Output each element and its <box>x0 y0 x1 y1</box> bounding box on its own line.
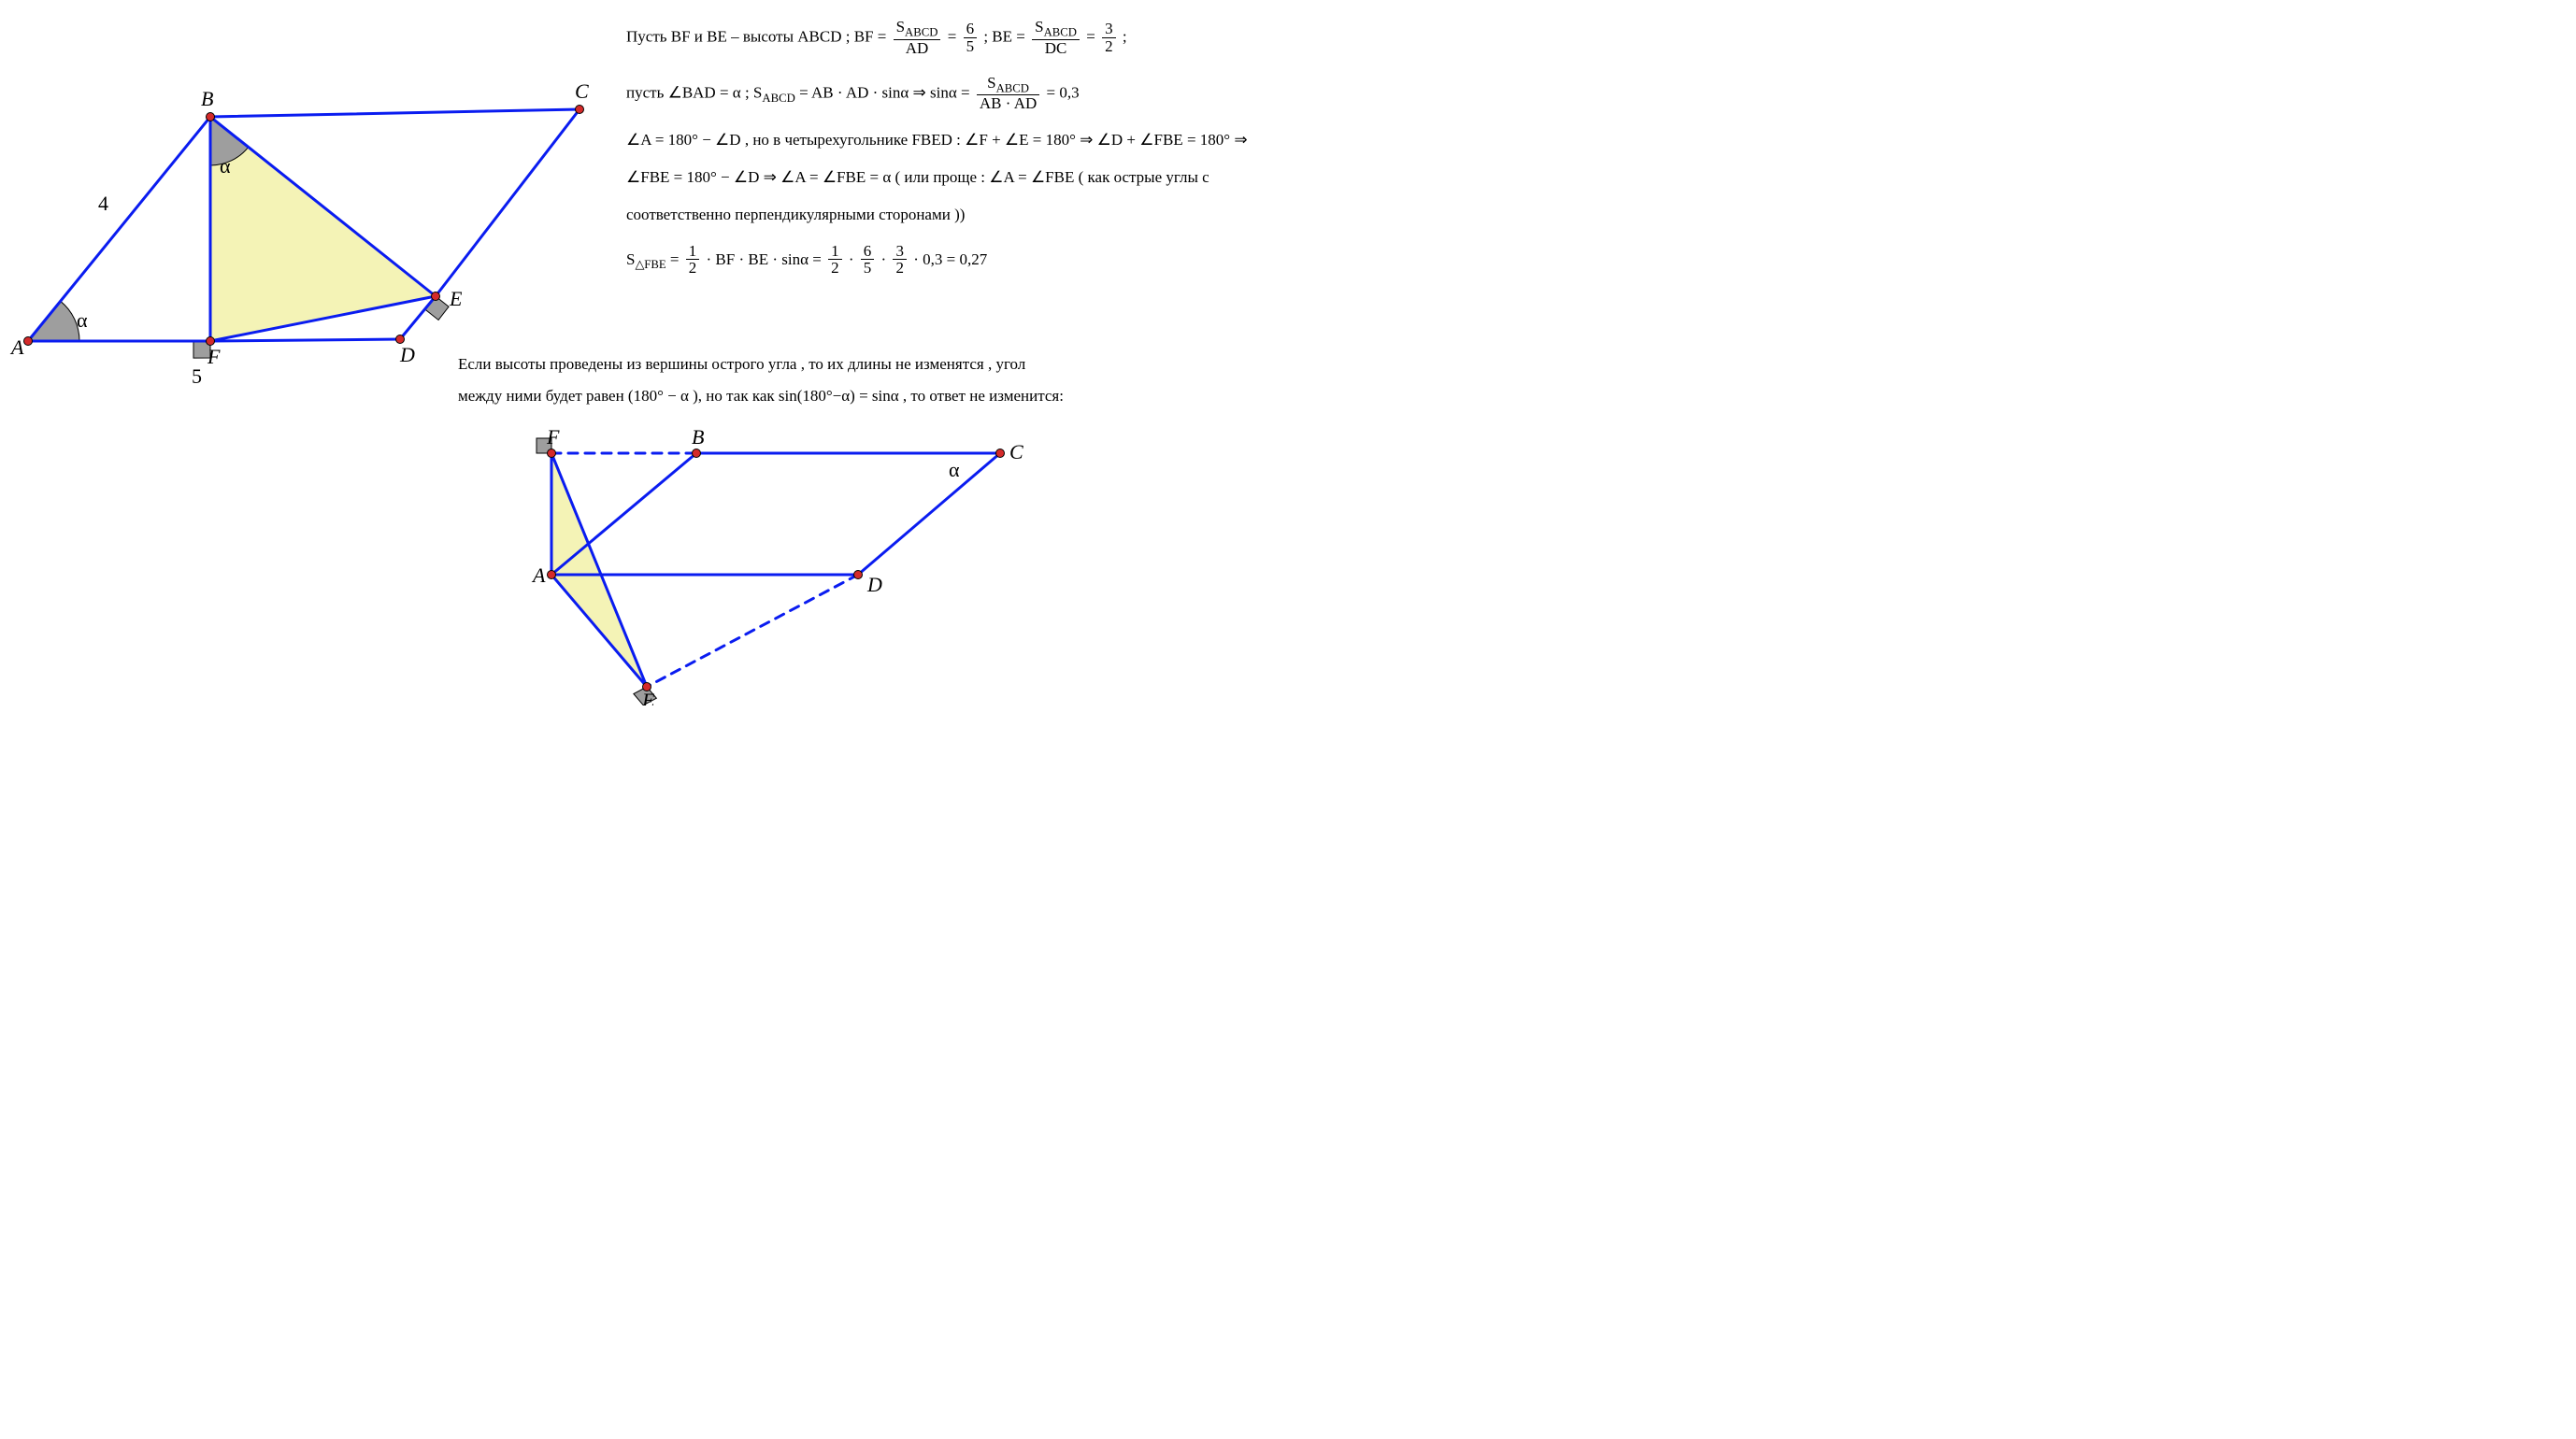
t: 3 <box>1102 21 1116 37</box>
t: пусть ∠BAD = α ; S <box>626 83 762 101</box>
svg-text:E: E <box>449 287 463 310</box>
svg-text:A: A <box>531 563 546 587</box>
t: ; <box>1123 28 1127 46</box>
svg-text:B: B <box>201 87 213 110</box>
t: 2 <box>1102 37 1116 56</box>
t: ABCD <box>996 81 1029 94</box>
svg-text:α: α <box>949 458 960 481</box>
math-line-1: Пусть BF и BE – высоты ABCD ; BF = SABCD… <box>626 19 1279 58</box>
t: ; BE = <box>983 28 1025 46</box>
t: S <box>896 18 905 36</box>
math-text-block-1: Пусть BF и BE – высоты ABCD ; BF = SABCD… <box>626 19 1279 294</box>
frac-3-2: 3 2 <box>1102 21 1116 56</box>
svg-text:4: 4 <box>98 192 108 215</box>
t: · 0,3 = 0,27 <box>913 249 987 267</box>
svg-text:5: 5 <box>192 364 202 388</box>
svg-text:α: α <box>220 154 231 178</box>
t: 5 <box>861 259 875 278</box>
frac-3-2-b: 3 2 <box>893 243 907 278</box>
t: 2 <box>686 259 700 278</box>
svg-text:D: D <box>399 343 415 366</box>
t: Пусть BF и BE – высоты ABCD ; BF = <box>626 28 886 46</box>
p2-line-1: Если высоты проведены из вершины острого… <box>458 355 1269 374</box>
t: ABCD <box>1044 25 1077 38</box>
math-line-3: ∠A = 180° − ∠D , но в четырехугольнике F… <box>626 130 1279 150</box>
t: 2 <box>828 259 842 278</box>
frac-S-AD: SABCD AD <box>894 19 941 58</box>
svg-text:A: A <box>9 335 24 359</box>
t: 5 <box>964 37 978 56</box>
t: S <box>987 74 995 92</box>
t: AD <box>894 39 941 58</box>
frac-1-2-a: 1 2 <box>686 243 700 278</box>
frac-S-DC: SABCD DC <box>1032 19 1080 58</box>
t: DC <box>1032 39 1080 58</box>
t: 3 <box>893 243 907 260</box>
t: = <box>670 249 680 267</box>
frac-S-ABAD: SABCD AB · AD <box>977 75 1039 114</box>
math-text-block-2: Если высоты проведены из вершины острого… <box>458 355 1269 419</box>
svg-text:D: D <box>866 573 882 596</box>
math-line-2: пусть ∠BAD = α ; SABCD = AB · AD · sinα … <box>626 75 1279 114</box>
svg-text:C: C <box>1009 440 1023 463</box>
svg-text:C: C <box>575 79 589 103</box>
t: 1 <box>828 243 842 260</box>
diagram-1: A B C D E Fα α 4 5 <box>0 28 617 402</box>
frac-1-2-b: 1 2 <box>828 243 842 278</box>
t: 1 <box>686 243 700 260</box>
t: 6 <box>861 243 875 260</box>
t: · BF · BE · sinα = <box>707 249 822 267</box>
diagram-2: F B C A D Eα <box>505 425 1122 705</box>
math-line-6: S△FBE = 1 2 · BF · BE · sinα = 1 2 · 6 5… <box>626 243 1279 278</box>
svg-text:B: B <box>692 425 704 449</box>
svg-text:F: F <box>546 425 560 449</box>
t: 2 <box>893 259 907 278</box>
t: = AB · AD · sinα ⇒ sinα = <box>799 83 970 101</box>
t: ABCD <box>762 92 794 105</box>
math-line-5: соответственно перпендикулярными сторона… <box>626 205 1279 225</box>
svg-text:E: E <box>641 689 655 705</box>
t: ABCD <box>905 25 937 38</box>
math-line-4: ∠FBE = 180° − ∠D ⇒ ∠A = ∠FBE = α ( или п… <box>626 167 1279 188</box>
t: 6 <box>964 21 978 37</box>
t: △FBE <box>635 258 665 271</box>
p2-line-2: между ними будет равен (180° − α ), но т… <box>458 387 1269 406</box>
page-root: ABCDEFαα45 Пусть BF и BE – высоты ABCD ;… <box>0 0 1288 720</box>
t: AB · AD <box>977 94 1039 113</box>
svg-text:F: F <box>207 345 221 368</box>
frac-6-5-b: 6 5 <box>861 243 875 278</box>
t: = 0,3 <box>1047 83 1080 101</box>
frac-6-5: 6 5 <box>964 21 978 56</box>
t: S <box>1035 18 1043 36</box>
svg-text:α: α <box>77 308 88 332</box>
